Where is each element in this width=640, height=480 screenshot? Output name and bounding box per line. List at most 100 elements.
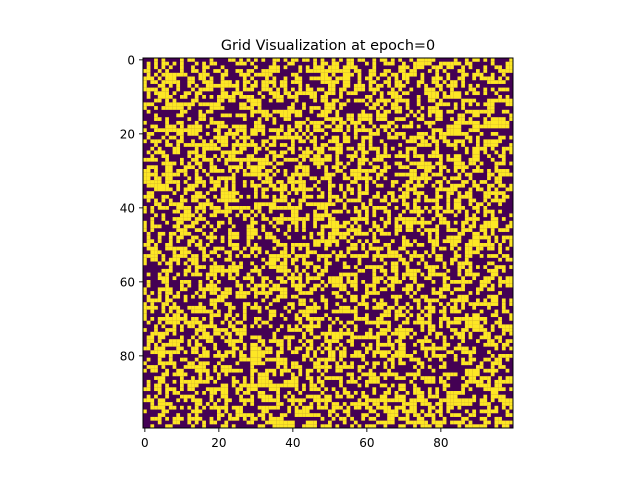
heatmap-cell (483, 265, 488, 269)
heatmap-cell (394, 328, 399, 332)
heatmap-cell (427, 302, 432, 306)
heatmap-cell (427, 169, 432, 173)
heatmap-cell (435, 83, 440, 88)
heatmap-cell (328, 187, 332, 192)
heatmap-cell (242, 294, 247, 299)
heatmap-cell (442, 383, 447, 388)
heatmap-cell (180, 106, 184, 110)
heatmap-cell (424, 320, 428, 325)
heatmap-cell (342, 402, 347, 406)
heatmap-cell (276, 287, 280, 292)
heatmap-cell (291, 420, 295, 425)
heatmap-cell (335, 331, 340, 336)
heatmap-cell (509, 302, 514, 306)
heatmap-cell (228, 342, 232, 347)
heatmap-cell (324, 61, 329, 66)
heatmap-cell (376, 224, 380, 229)
heatmap-cell (457, 183, 462, 188)
heatmap-cell (383, 280, 388, 284)
heatmap-cell (339, 250, 343, 255)
heatmap-cell (168, 350, 173, 355)
heatmap-cell (309, 95, 314, 99)
heatmap-cell (379, 183, 384, 188)
heatmap-cell (161, 354, 166, 358)
heatmap-cell (265, 194, 269, 199)
heatmap-cell (202, 324, 206, 329)
heatmap-cell (157, 83, 162, 88)
heatmap-cell (368, 169, 373, 173)
heatmap-cell (165, 169, 169, 173)
heatmap-cell (405, 180, 410, 184)
heatmap-cell (287, 202, 292, 207)
heatmap-cell (180, 328, 184, 332)
heatmap-cell (165, 95, 169, 99)
heatmap-cell (420, 61, 425, 66)
heatmap-cell (365, 331, 369, 336)
heatmap-row (143, 291, 502, 295)
heatmap-cell (272, 76, 277, 81)
heatmap-cell (509, 239, 514, 244)
heatmap-cell (331, 102, 336, 107)
heatmap-cell (154, 405, 158, 410)
heatmap-cell (276, 402, 280, 406)
heatmap-cell (209, 394, 214, 399)
heatmap-cell (331, 98, 336, 103)
heatmap-cell (335, 143, 340, 147)
heatmap-cell (291, 135, 295, 140)
heatmap-cell (420, 139, 425, 144)
heatmap-cell (150, 305, 155, 310)
heatmap-cell (402, 409, 406, 414)
heatmap-cell (509, 402, 514, 406)
heatmap-cell (376, 183, 380, 188)
heatmap-cell (379, 420, 384, 425)
heatmap-cell (198, 194, 203, 199)
heatmap-cell (446, 350, 451, 355)
heatmap-cell (427, 120, 432, 125)
heatmap-cell (305, 313, 310, 318)
heatmap-cell (453, 250, 458, 255)
heatmap-cell (324, 102, 329, 107)
heatmap-cell (228, 368, 232, 373)
heatmap-cell (157, 231, 162, 236)
heatmap-cell (424, 58, 428, 62)
heatmap-cell (331, 117, 336, 121)
heatmap-cell (487, 76, 491, 81)
heatmap-cell (231, 261, 236, 266)
heatmap-cell (235, 409, 240, 414)
heatmap-cell (283, 117, 288, 121)
heatmap-cell (246, 398, 251, 403)
heatmap-cell (350, 246, 354, 251)
heatmap-cell (339, 416, 343, 421)
heatmap-cell (394, 76, 399, 81)
heatmap-cell (246, 213, 251, 218)
heatmap-cell (150, 257, 155, 262)
heatmap-cell (187, 161, 192, 166)
heatmap-cell (283, 379, 288, 384)
heatmap-cell (276, 132, 280, 136)
heatmap-cell (194, 176, 199, 181)
heatmap-cell (172, 317, 177, 321)
heatmap-cell (431, 228, 436, 232)
heatmap-cell (420, 217, 425, 221)
heatmap-cell (202, 202, 206, 207)
heatmap-cell (279, 413, 284, 417)
heatmap-cell (194, 391, 199, 395)
heatmap-cell (180, 231, 184, 236)
heatmap-cell (379, 72, 384, 77)
heatmap-cell (302, 283, 306, 288)
heatmap-cell (276, 154, 280, 158)
heatmap-cell (446, 169, 451, 173)
heatmap-cell (209, 87, 214, 92)
heatmap-cell (420, 113, 425, 118)
heatmap-cell (490, 213, 495, 218)
heatmap-cell (176, 372, 181, 377)
heatmap-cell (416, 165, 421, 170)
heatmap-cell (316, 113, 321, 118)
heatmap-cell (291, 350, 295, 355)
heatmap-cell (172, 342, 177, 347)
heatmap-cell (146, 102, 151, 107)
heatmap-cell (431, 268, 436, 273)
heatmap-cell (239, 350, 243, 355)
heatmap-cell (416, 317, 421, 321)
heatmap-cell (261, 180, 266, 184)
